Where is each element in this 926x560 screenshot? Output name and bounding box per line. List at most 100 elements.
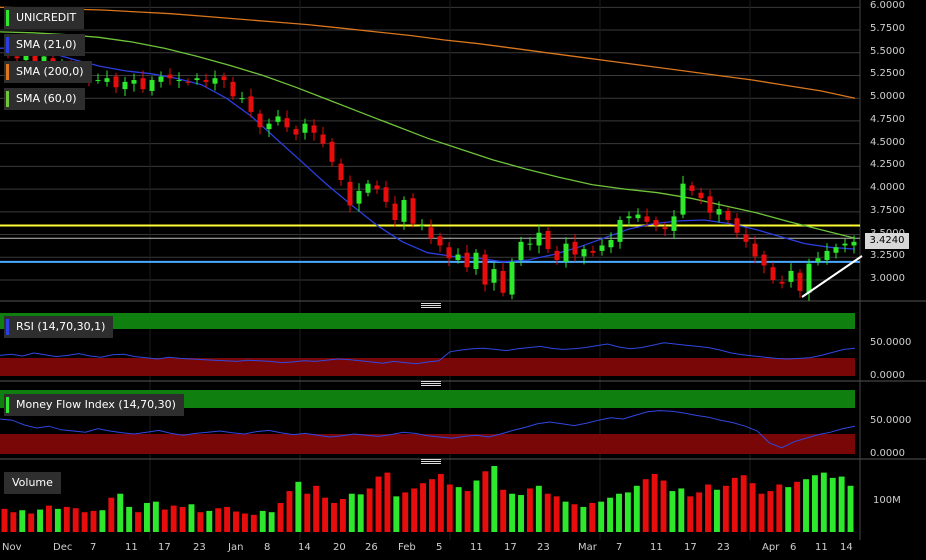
- legend-sma21[interactable]: SMA (21,0): [4, 34, 85, 56]
- volume-bar: [562, 501, 569, 532]
- legend-rsi[interactable]: RSI (14,70,30,1): [4, 316, 114, 338]
- price-axis-tick: 5.7500: [870, 23, 905, 35]
- candle-body: [437, 236, 443, 246]
- candle-body: [230, 81, 236, 97]
- pane-resize-handle-1[interactable]: [421, 302, 441, 308]
- volume-bar: [19, 510, 26, 532]
- candle-body: [725, 210, 731, 221]
- candle-body: [527, 243, 533, 245]
- volume-bar: [678, 488, 685, 532]
- volume-bar: [188, 504, 195, 532]
- candle-body: [716, 209, 722, 215]
- volume-bar: [482, 471, 489, 532]
- time-axis-tick: 11: [470, 542, 483, 553]
- trendline: [801, 255, 863, 298]
- candle-body: [599, 245, 605, 251]
- mfi-axis-0: 0.0000: [870, 448, 905, 459]
- candle-body: [743, 234, 749, 242]
- legend-sma60[interactable]: SMA (60,0): [4, 88, 85, 110]
- volume-bar: [295, 481, 302, 532]
- volume-bar: [669, 491, 676, 532]
- price-axis-tick: 6.0000: [870, 0, 905, 12]
- volume-bar: [1, 508, 8, 532]
- volume-bar: [767, 491, 774, 532]
- candle-body: [365, 183, 371, 193]
- candle-body: [536, 232, 542, 246]
- time-axis-tick: 8: [264, 542, 271, 553]
- time-axis-tick: 14: [298, 542, 311, 553]
- rsi-axis-50: 50.0000: [870, 337, 912, 348]
- price-axis-tick: 4.5000: [870, 136, 905, 148]
- mfi-label: Money Flow Index (14,70,30): [16, 398, 176, 411]
- candle-body: [311, 125, 317, 133]
- volume-bar: [811, 475, 818, 532]
- rsi-overbought-zone: [0, 313, 855, 329]
- sma60-label: SMA (60,0): [16, 92, 77, 105]
- time-axis-tick: 7: [90, 542, 97, 553]
- volume-bar: [179, 506, 186, 532]
- sma200-line: [0, 6, 856, 99]
- volume-bar: [500, 489, 507, 532]
- candle-body: [302, 123, 308, 133]
- volume-bar: [651, 473, 658, 532]
- candle-body: [833, 247, 839, 253]
- candle-body: [284, 118, 290, 128]
- candle-body: [608, 240, 614, 248]
- candle-body: [293, 129, 299, 135]
- candle-body: [581, 249, 587, 257]
- volume-bar: [393, 496, 400, 532]
- volume-bar: [339, 499, 346, 532]
- volume-bar: [375, 476, 382, 532]
- volume-bar: [224, 506, 231, 532]
- pane-resize-handle-2[interactable]: [421, 380, 441, 386]
- time-axis-tick: 7: [616, 542, 623, 553]
- volume-bar: [215, 508, 222, 532]
- volume-bar: [820, 472, 827, 532]
- candle-body: [428, 227, 434, 239]
- legend-mfi[interactable]: Money Flow Index (14,70,30): [4, 394, 184, 416]
- price-axis-tick: 5.5000: [870, 45, 905, 57]
- legend-symbol[interactable]: UNICREDIT: [4, 7, 85, 29]
- candle-body: [689, 185, 695, 191]
- volume-bar: [776, 484, 783, 532]
- time-axis-tick: 23: [193, 542, 206, 553]
- volume-bar: [616, 493, 622, 532]
- volume-bar: [544, 493, 551, 532]
- candle-body: [653, 220, 659, 226]
- candle-body: [257, 113, 263, 128]
- legend-sma200[interactable]: SMA (200,0): [4, 61, 92, 83]
- candle-body: [752, 243, 758, 257]
- rsi-oversold-zone: [0, 358, 855, 376]
- pane-resize-handle-3[interactable]: [421, 458, 441, 464]
- candle-body: [221, 76, 227, 81]
- volume-bar: [829, 477, 836, 532]
- legend-volume[interactable]: Volume: [4, 472, 61, 494]
- candle-body: [212, 78, 218, 84]
- volume-axis-100m: 100M: [873, 495, 901, 506]
- volume-bar: [598, 501, 605, 532]
- volume-bar: [420, 483, 426, 532]
- volume-bar: [72, 508, 79, 532]
- volume-bar: [90, 510, 97, 532]
- candle-body: [14, 56, 20, 59]
- price-axis-tick: 3.0000: [870, 273, 905, 284]
- volume-bar: [580, 506, 587, 532]
- symbol-swatch: [6, 10, 9, 26]
- candle-body: [680, 183, 686, 215]
- rsi-axis-0: 0.0000: [870, 370, 905, 381]
- candle-body: [275, 116, 281, 122]
- volume-bar: [509, 493, 516, 532]
- candle-body: [356, 190, 362, 204]
- volume-bar: [63, 506, 70, 532]
- price-axis-tick: 5.2500: [870, 68, 905, 80]
- candle-body: [248, 96, 254, 112]
- candle-body: [572, 241, 578, 255]
- volume-bar: [437, 473, 444, 532]
- candle-body: [239, 98, 245, 100]
- candle-body: [797, 272, 803, 291]
- time-axis-tick: 17: [684, 542, 697, 553]
- volume-bar: [624, 492, 631, 532]
- time-axis-tick: 5: [436, 542, 443, 553]
- price-axis-tick: 4.7500: [870, 113, 905, 125]
- candle-body: [338, 163, 344, 181]
